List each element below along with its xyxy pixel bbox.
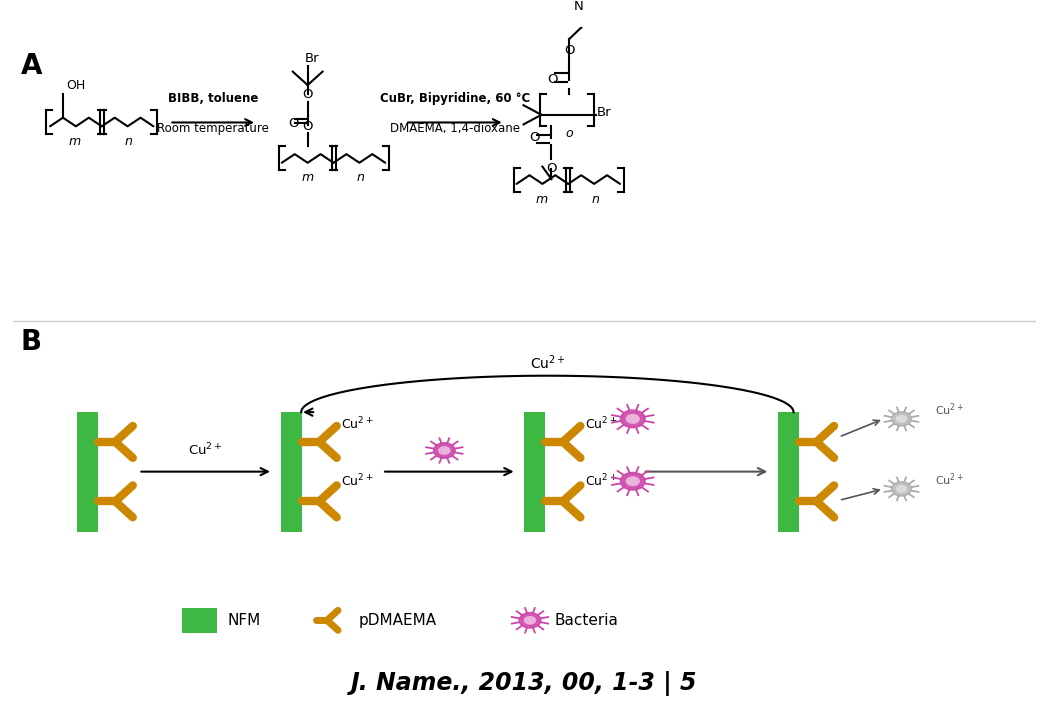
Bar (779, 412, 799, 531)
Bar (524, 412, 545, 531)
Text: A: A (21, 52, 42, 81)
Text: Cu$^{2+}$: Cu$^{2+}$ (189, 441, 223, 458)
Bar (181, 608, 217, 633)
Text: Cu$^{2+}$: Cu$^{2+}$ (585, 416, 617, 432)
Text: Br: Br (597, 106, 612, 119)
Text: m: m (536, 193, 548, 206)
Text: Room temperature: Room temperature (157, 122, 269, 135)
Text: Br: Br (305, 52, 320, 65)
Text: NFM: NFM (227, 613, 261, 628)
Text: Cu$^{2+}$: Cu$^{2+}$ (935, 401, 964, 418)
Ellipse shape (892, 482, 912, 496)
Text: Bacteria: Bacteria (554, 613, 618, 628)
Text: Cu$^{2+}$: Cu$^{2+}$ (342, 473, 374, 490)
Ellipse shape (626, 414, 640, 424)
Text: O: O (547, 73, 558, 86)
Text: DMAEMA, 1,4-dioxane: DMAEMA, 1,4-dioxane (390, 122, 520, 135)
Text: O: O (302, 88, 312, 101)
Text: n: n (356, 171, 365, 184)
Text: O: O (546, 162, 556, 175)
Ellipse shape (626, 476, 640, 486)
Text: m: m (69, 134, 81, 147)
Text: Cu$^{2+}$: Cu$^{2+}$ (935, 471, 964, 487)
Ellipse shape (620, 410, 646, 428)
Text: N: N (573, 0, 583, 13)
Bar (281, 412, 302, 531)
Text: Cu$^{2+}$: Cu$^{2+}$ (585, 473, 617, 490)
Text: Cu$^{2+}$: Cu$^{2+}$ (529, 353, 565, 372)
Ellipse shape (524, 616, 537, 625)
Text: J. Name., 2013, 00, 1-3 | 5: J. Name., 2013, 00, 1-3 | 5 (351, 671, 697, 696)
Ellipse shape (434, 443, 455, 458)
Bar (77, 412, 97, 531)
Text: o: o (566, 127, 573, 140)
Text: OH: OH (66, 79, 85, 92)
Text: B: B (21, 328, 42, 356)
Text: n: n (125, 134, 132, 147)
Ellipse shape (438, 446, 451, 455)
Ellipse shape (892, 412, 912, 426)
Text: O: O (529, 132, 540, 145)
Ellipse shape (896, 415, 908, 423)
Ellipse shape (519, 613, 541, 628)
Text: O: O (288, 117, 299, 130)
Text: Cu$^{2+}$: Cu$^{2+}$ (342, 416, 374, 432)
Text: m: m (301, 171, 313, 184)
Text: O: O (302, 120, 312, 133)
Ellipse shape (896, 485, 908, 493)
Text: n: n (591, 193, 599, 206)
Text: pDMAEMA: pDMAEMA (358, 613, 437, 628)
Text: O: O (564, 45, 574, 58)
Text: CuBr, Bipyridine, 60 °C: CuBr, Bipyridine, 60 °C (379, 92, 530, 105)
Ellipse shape (620, 472, 646, 490)
Text: BIBB, toluene: BIBB, toluene (168, 92, 259, 105)
